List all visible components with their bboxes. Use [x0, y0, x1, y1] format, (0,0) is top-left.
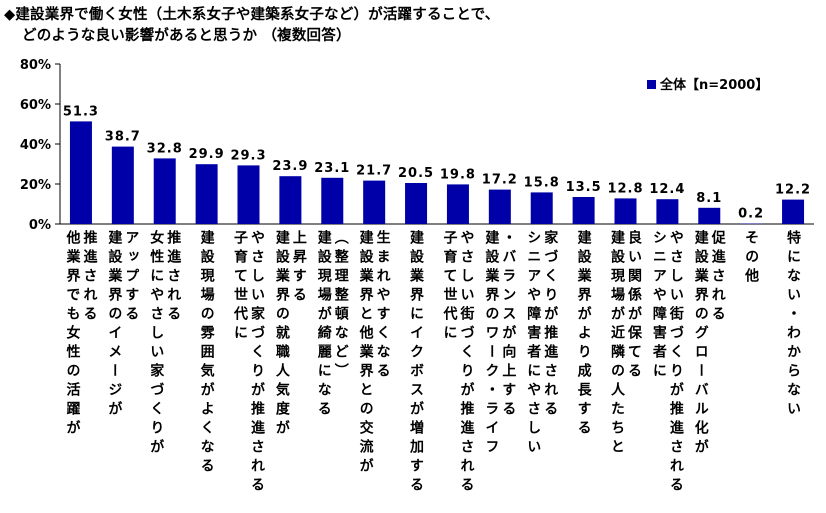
data-label: 23.9 [272, 159, 308, 174]
bar [111, 146, 134, 224]
y-tick-label: 80% [20, 58, 51, 73]
category-label: アップする [123, 230, 139, 325]
category-label: 建設業界にイクボスが増加する [408, 229, 425, 496]
bars [69, 121, 805, 225]
data-label: 32.8 [147, 141, 183, 156]
bar [572, 197, 595, 224]
bar [698, 207, 721, 224]
data-label: 12.8 [607, 181, 643, 196]
bar [782, 199, 805, 224]
data-labels: 51.3 38.7 32.8 29.9 29.3 23.9 23.1 21.7 20.5 19.8… [63, 104, 811, 222]
chart-title-line-2: どのような良い影響があると思うか （複数回答） [22, 28, 351, 44]
category-label: 推進される [165, 229, 181, 325]
category-label: 建設業界と他業界との交流が [358, 229, 375, 477]
data-label: 20.5 [398, 166, 434, 181]
y-tick-label: 0% [29, 218, 51, 233]
data-label: 17.2 [482, 173, 518, 188]
category-label: やさしい街づくりが推進される [668, 230, 685, 496]
category-label: 子育て世代に [441, 230, 458, 344]
category-label: その他 [743, 230, 760, 287]
y-tick-label: 40% [20, 138, 51, 153]
category-label: やさしい街づくりが推進される [458, 230, 475, 496]
category-label: 建設業界のワーク・ライフ [483, 229, 500, 458]
category-label: 建設現場が近隣の人たちと [609, 229, 625, 458]
legend-swatch [647, 80, 656, 89]
category-label: 良い関係が保てる [626, 229, 643, 382]
category-label: 家づくりが推進される [542, 229, 558, 420]
y-tick-label: 60% [20, 98, 51, 113]
data-label: 51.3 [63, 104, 99, 119]
bar [614, 198, 637, 224]
category-label: ・バランスが向上する [500, 230, 516, 420]
legend-label: 全体【n=2000】 [659, 77, 768, 93]
bar [153, 158, 176, 224]
bar [363, 180, 386, 224]
category-label: シニアや障害者にやさしい [525, 230, 541, 458]
bar [237, 165, 260, 224]
category-label: 子育て世代に [232, 230, 249, 344]
category-label: 他業界でも女性の活躍が [64, 229, 81, 439]
bar [321, 177, 344, 224]
category-label: 建設業界がより成長する [576, 229, 593, 439]
category-label: 建設業界のグローバル化が [693, 229, 710, 458]
category-label: 建設現場の雰囲気がよくなる [199, 229, 215, 477]
legend: 全体【n=2000】 [647, 77, 768, 93]
y-axis: 0% 20% 40% 60% 80% [20, 58, 814, 233]
data-label: 21.7 [356, 164, 392, 179]
data-label: 13.5 [566, 180, 602, 195]
data-label: 12.2 [775, 183, 811, 198]
bar [405, 183, 428, 224]
category-label: 上昇する [291, 230, 307, 306]
bar [195, 164, 218, 224]
y-tick-label: 20% [20, 178, 51, 193]
category-label: 建設業界のイメージが [106, 229, 123, 420]
category-label: 女性にやさしい家づくりが [148, 229, 164, 458]
bar [279, 176, 302, 224]
category-label: シニアや障害者に [651, 230, 667, 382]
bar [656, 199, 679, 224]
category-label: 特にない・わからない [785, 229, 801, 420]
data-label: 29.9 [189, 147, 225, 162]
bar [488, 189, 511, 224]
data-label: 8.1 [696, 191, 722, 206]
chart-title-line-1: ◆建設業界で働く女性（土木系女子や建築系女子など）が活躍することで、 [4, 7, 500, 23]
data-label: 12.4 [649, 182, 685, 197]
data-label: 29.3 [230, 148, 266, 163]
data-label: 23.1 [314, 161, 350, 176]
category-label: 促進される [710, 229, 727, 325]
category-label: 建設業界の就職人気度が [274, 229, 291, 439]
bar [446, 184, 469, 224]
data-label: 19.8 [440, 167, 476, 182]
category-label: （整理整頓など） [333, 230, 350, 382]
data-label: 0.2 [738, 207, 764, 222]
category-label: 生まれやすくなる [375, 229, 391, 382]
data-label: 38.7 [105, 130, 141, 145]
category-label: やさしい家づくりが推進される [249, 230, 265, 496]
bar [530, 192, 553, 224]
bar [740, 223, 763, 225]
category-label: 建設現場が綺麗になる [316, 229, 332, 420]
bar [69, 121, 92, 224]
data-label: 15.8 [524, 175, 560, 190]
category-label: 推進される [81, 229, 97, 325]
